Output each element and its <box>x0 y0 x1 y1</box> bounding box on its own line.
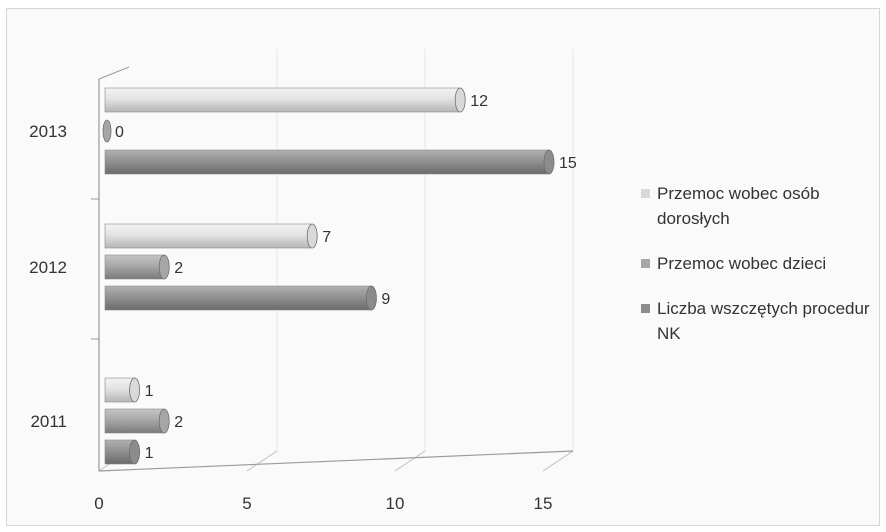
data-label-2011-series-2: 1 <box>145 445 154 462</box>
bar-2011-series-0-cap <box>129 377 140 403</box>
legend-label-procedures: Liczba wszczętych procedur NK <box>657 299 870 343</box>
data-label-2012-series-0: 7 <box>322 229 331 246</box>
legend-item-children: Przemoc wobec dzieci <box>641 251 886 276</box>
bar-layer <box>102 87 555 465</box>
data-label-2011-series-1: 2 <box>174 414 183 431</box>
x-axis-line <box>98 450 574 472</box>
bar-2012-series-1-cap <box>158 254 170 280</box>
x-tick-label-5: 5 <box>242 494 251 513</box>
y-axis-top-line <box>98 66 130 80</box>
bar-2011-series-1 <box>104 408 165 434</box>
x-tick-label-10: 10 <box>386 494 405 513</box>
gridline-floor-3 <box>542 450 574 472</box>
data-label-2013-series-0: 12 <box>470 93 488 110</box>
legend-swatch-adults <box>641 189 650 198</box>
data-label-2013-series-1: 0 <box>115 124 124 141</box>
bar-2012-series-0 <box>104 223 313 249</box>
bar-2012-series-1 <box>104 254 165 280</box>
legend-swatch-procedures <box>641 304 650 313</box>
bar-2011-series-2-cap <box>129 439 140 465</box>
bar-2013-series-2-cap <box>543 149 555 175</box>
legend: Przemoc wobec osób dorosłych Przemoc wob… <box>641 181 886 366</box>
category-label-2013: 2013 <box>29 122 67 141</box>
category-label-2011: 2011 <box>30 412 67 431</box>
legend-item-procedures: Liczba wszczętych procedur NK <box>641 296 886 346</box>
x-tick-label-15: 15 <box>534 494 553 513</box>
bar-2011-series-1-cap <box>158 408 170 434</box>
axis-layer <box>91 66 574 472</box>
bar-2013-series-1 <box>102 119 112 143</box>
data-label-2012-series-1: 2 <box>174 260 183 277</box>
bar-2013-series-0 <box>104 87 461 113</box>
data-label-2012-series-2: 9 <box>381 291 390 308</box>
bar-2012-series-2-cap <box>365 285 377 311</box>
legend-item-adults: Przemoc wobec osób dorosłych <box>641 181 886 231</box>
gridline-floor-1 <box>246 450 278 472</box>
data-label-2011-series-0: 1 <box>145 383 154 400</box>
category-label-2012: 2012 <box>29 258 67 277</box>
grid-layer <box>98 49 574 472</box>
legend-label-adults: Przemoc wobec osób dorosłych <box>657 184 820 228</box>
legend-label-children: Przemoc wobec dzieci <box>657 254 827 273</box>
bar-2013-series-2 <box>104 149 550 175</box>
chart-frame: 0 5 10 15 2011 2012 2013 1 2 1 7 2 9 12 0 15 Przemoc wo… <box>6 8 880 526</box>
bar-2012-series-2 <box>104 285 372 311</box>
bar-2012-series-0-cap <box>306 223 318 249</box>
legend-swatch-children <box>641 259 650 268</box>
gridline-floor-2 <box>394 450 426 472</box>
bar-2013-series-0-cap <box>454 87 466 113</box>
data-label-2013-series-2: 15 <box>559 155 577 172</box>
x-tick-label-0: 0 <box>94 494 103 513</box>
